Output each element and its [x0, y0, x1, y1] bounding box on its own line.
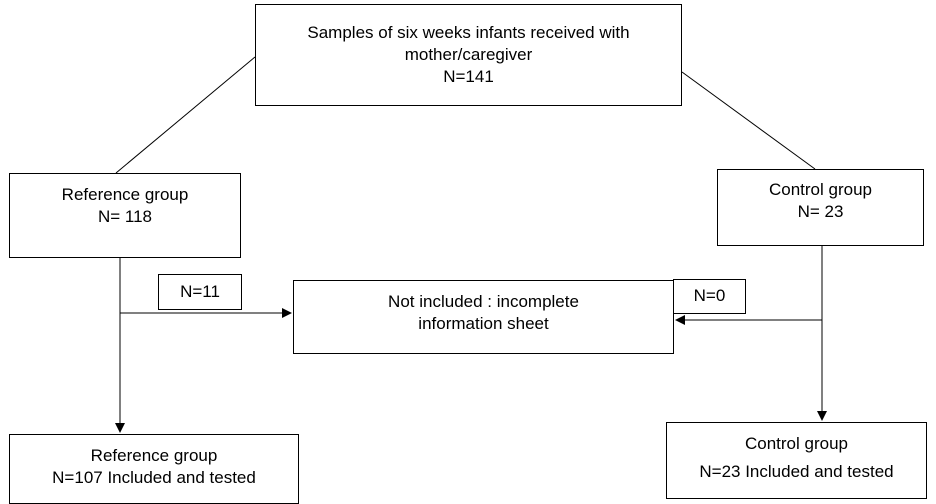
- control-excluded-count-label: N=0: [673, 279, 746, 314]
- control-final-title: Control group: [744, 434, 848, 453]
- not-included-line2: information sheet: [418, 314, 549, 333]
- reference-group-title: Reference group: [61, 185, 189, 204]
- reference-final-title: Reference group: [90, 446, 218, 465]
- control-excluded-count: N=0: [693, 286, 726, 305]
- not-included-box: Not included : incomplete information sh…: [293, 280, 674, 354]
- total-samples-box: Samples of six weeks infants received wi…: [255, 4, 682, 106]
- not-included-line1: Not included : incomplete: [388, 292, 579, 311]
- control-group-final-box: Control group N=23 Included and tested: [666, 422, 927, 499]
- reference-group-box: Reference group N= 118: [9, 173, 241, 258]
- connector-top-to-reference: [115, 56, 256, 174]
- reference-excluded-count: N=11: [180, 282, 220, 301]
- reference-final-detail: N=107 Included and tested: [52, 468, 256, 487]
- control-group-title: Control group: [768, 180, 872, 199]
- control-final-detail: N=23 Included and tested: [699, 462, 894, 481]
- reference-group-final-box: Reference group N=107 Included and teste…: [9, 434, 299, 504]
- total-samples-count: N=141: [443, 67, 494, 86]
- total-samples-line2: mother/caregiver: [404, 45, 533, 64]
- control-group-box: Control group N= 23: [717, 169, 924, 246]
- connector-top-to-control: [681, 71, 816, 170]
- control-group-count: N= 23: [797, 202, 844, 221]
- total-samples-line1: Samples of six weeks infants received wi…: [307, 23, 630, 42]
- reference-group-count: N= 118: [97, 207, 153, 226]
- reference-excluded-count-label: N=11: [158, 274, 242, 310]
